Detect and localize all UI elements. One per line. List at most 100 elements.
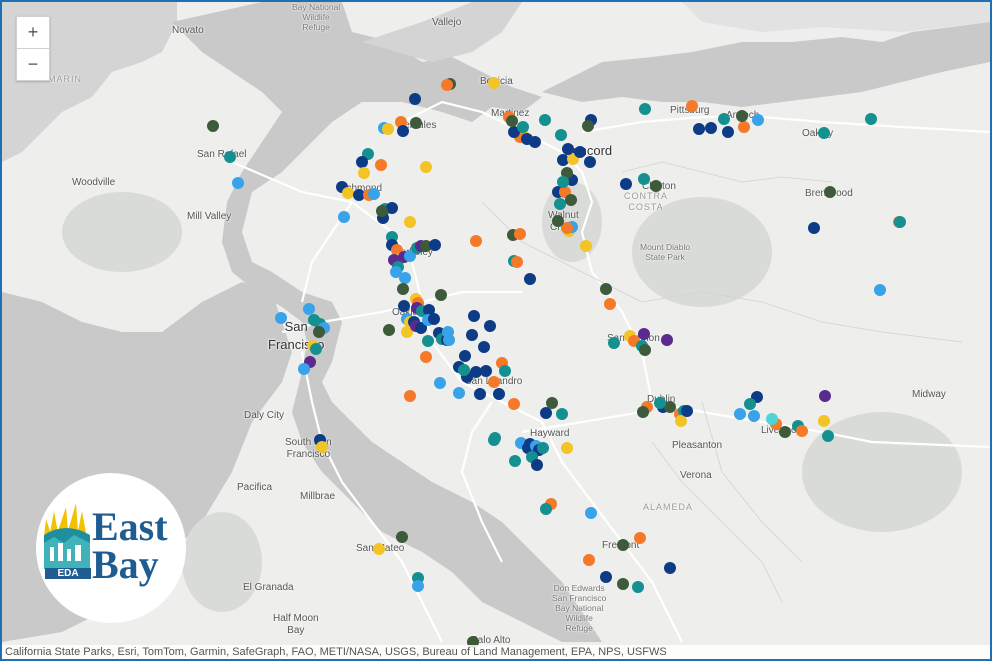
location-marker[interactable]	[580, 240, 592, 252]
location-marker[interactable]	[399, 272, 411, 284]
location-marker[interactable]	[561, 222, 573, 234]
location-marker[interactable]	[484, 320, 496, 332]
location-marker[interactable]	[470, 235, 482, 247]
location-marker[interactable]	[376, 205, 388, 217]
location-marker[interactable]	[617, 578, 629, 590]
zoom-out-button[interactable]: −	[17, 48, 49, 80]
zoom-in-button[interactable]: +	[27, 22, 39, 42]
location-marker[interactable]	[298, 363, 310, 375]
location-marker[interactable]	[555, 129, 567, 141]
location-marker[interactable]	[420, 351, 432, 363]
location-marker[interactable]	[224, 151, 236, 163]
location-marker[interactable]	[664, 401, 676, 413]
location-marker[interactable]	[584, 156, 596, 168]
location-marker[interactable]	[583, 554, 595, 566]
location-marker[interactable]	[540, 503, 552, 515]
location-marker[interactable]	[489, 432, 501, 444]
location-marker[interactable]	[383, 324, 395, 336]
location-marker[interactable]	[524, 273, 536, 285]
location-marker[interactable]	[397, 283, 409, 295]
location-marker[interactable]	[686, 100, 698, 112]
location-marker[interactable]	[556, 408, 568, 420]
location-marker[interactable]	[617, 539, 629, 551]
location-marker[interactable]	[382, 123, 394, 135]
location-marker[interactable]	[744, 398, 756, 410]
location-marker[interactable]	[453, 387, 465, 399]
location-marker[interactable]	[207, 120, 219, 132]
location-marker[interactable]	[565, 194, 577, 206]
location-marker[interactable]	[650, 180, 662, 192]
location-marker[interactable]	[508, 398, 520, 410]
location-marker[interactable]	[488, 77, 500, 89]
location-marker[interactable]	[675, 415, 687, 427]
location-marker[interactable]	[693, 123, 705, 135]
location-marker[interactable]	[582, 120, 594, 132]
location-marker[interactable]	[478, 341, 490, 353]
location-marker[interactable]	[705, 122, 717, 134]
location-marker[interactable]	[539, 114, 551, 126]
location-marker[interactable]	[232, 177, 244, 189]
location-marker[interactable]	[356, 156, 368, 168]
location-marker[interactable]	[275, 312, 287, 324]
location-marker[interactable]	[422, 335, 434, 347]
location-marker[interactable]	[316, 441, 328, 453]
location-marker[interactable]	[466, 329, 478, 341]
location-marker[interactable]	[441, 79, 453, 91]
location-marker[interactable]	[638, 173, 650, 185]
location-marker[interactable]	[480, 365, 492, 377]
location-marker[interactable]	[353, 189, 365, 201]
location-marker[interactable]	[552, 215, 564, 227]
location-marker[interactable]	[748, 410, 760, 422]
location-marker[interactable]	[531, 459, 543, 471]
location-marker[interactable]	[736, 110, 748, 122]
location-marker[interactable]	[766, 413, 778, 425]
location-marker[interactable]	[585, 507, 597, 519]
location-marker[interactable]	[511, 256, 523, 268]
map-attribution[interactable]: California State Parks, Esri, TomTom, Ga…	[2, 645, 990, 659]
location-marker[interactable]	[738, 121, 750, 133]
location-marker[interactable]	[470, 366, 482, 378]
location-marker[interactable]	[824, 186, 836, 198]
location-marker[interactable]	[443, 334, 455, 346]
location-marker[interactable]	[397, 125, 409, 137]
location-marker[interactable]	[722, 126, 734, 138]
location-marker[interactable]	[517, 121, 529, 133]
location-marker[interactable]	[796, 425, 808, 437]
location-marker[interactable]	[368, 188, 380, 200]
location-marker[interactable]	[819, 390, 831, 402]
location-marker[interactable]	[554, 198, 566, 210]
location-marker[interactable]	[718, 113, 730, 125]
location-marker[interactable]	[474, 388, 486, 400]
location-marker[interactable]	[459, 350, 471, 362]
location-marker[interactable]	[574, 146, 586, 158]
location-marker[interactable]	[561, 442, 573, 454]
location-marker[interactable]	[410, 117, 422, 129]
location-marker[interactable]	[488, 376, 500, 388]
location-marker[interactable]	[529, 136, 541, 148]
location-marker[interactable]	[429, 239, 441, 251]
location-marker[interactable]	[404, 390, 416, 402]
location-marker[interactable]	[620, 178, 632, 190]
location-marker[interactable]	[734, 408, 746, 420]
location-marker[interactable]	[398, 300, 410, 312]
location-marker[interactable]	[639, 103, 651, 115]
location-marker[interactable]	[779, 426, 791, 438]
location-marker[interactable]	[303, 303, 315, 315]
location-marker[interactable]	[537, 442, 549, 454]
location-marker[interactable]	[342, 187, 354, 199]
location-marker[interactable]	[386, 202, 398, 214]
location-marker[interactable]	[557, 154, 569, 166]
location-marker[interactable]	[638, 328, 650, 340]
location-marker[interactable]	[428, 313, 440, 325]
location-marker[interactable]	[557, 176, 569, 188]
location-marker[interactable]	[661, 334, 673, 346]
location-marker[interactable]	[514, 228, 526, 240]
location-marker[interactable]	[637, 406, 649, 418]
location-marker[interactable]	[600, 571, 612, 583]
location-marker[interactable]	[420, 161, 432, 173]
location-marker[interactable]	[435, 289, 447, 301]
location-marker[interactable]	[396, 531, 408, 543]
location-marker[interactable]	[404, 216, 416, 228]
location-marker[interactable]	[604, 298, 616, 310]
